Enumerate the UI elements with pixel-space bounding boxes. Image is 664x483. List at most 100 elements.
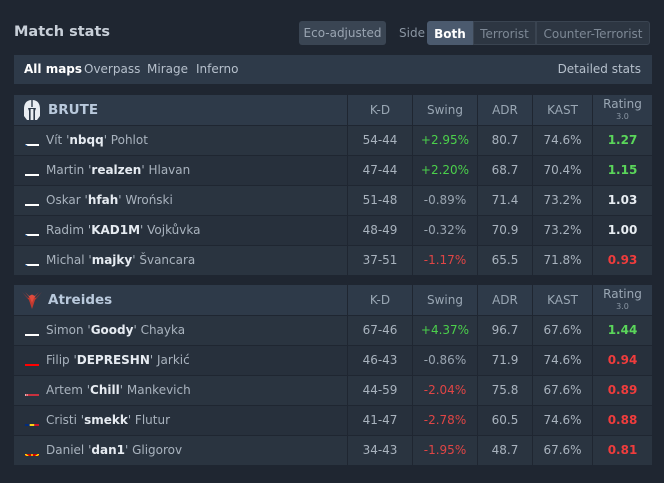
- col-kast-header[interactable]: KAST: [532, 95, 592, 125]
- swing-value: +4.37%: [412, 316, 477, 345]
- rating-version: 3.0: [616, 112, 629, 121]
- adr-value: 48.7: [477, 436, 532, 465]
- adr-value: 71.4: [477, 186, 532, 215]
- player-name-cell[interactable]: Simon 'Goody' Chayka: [14, 316, 347, 345]
- adr-value: 65.5: [477, 246, 532, 275]
- adr-value: 71.9: [477, 346, 532, 375]
- atreides-bird-icon: [22, 292, 42, 309]
- kast-value: 67.6%: [532, 376, 592, 405]
- player-name[interactable]: Oskar 'hfah' Wroński: [46, 186, 173, 215]
- detailed-stats-link[interactable]: Detailed stats: [557, 62, 641, 76]
- kd-value: 47-44: [347, 156, 412, 185]
- player-name[interactable]: Radim 'KAD1M' Vojkůvka: [46, 216, 200, 245]
- player-name[interactable]: Vít 'nbqq' Pohlot: [46, 126, 148, 155]
- player-row[interactable]: Filip 'DEPRESHN' Jarkić 46-43 -0.86% 71.9 74…: [14, 345, 652, 375]
- player-name-cell[interactable]: Daniel 'dan1' Gligorov: [14, 436, 347, 465]
- col-swing-header[interactable]: Swing: [412, 285, 477, 315]
- player-row[interactable]: Cristi 'smekk' Flutur 41-47 -2.78% 60.5 74.6…: [14, 405, 652, 435]
- player-last-name: ' Švancara: [132, 253, 196, 267]
- spartan-helmet-icon: [24, 100, 40, 120]
- map-tab-all-maps[interactable]: All maps: [24, 62, 83, 76]
- swing-value: +2.20%: [412, 156, 477, 185]
- player-row[interactable]: Vít 'nbqq' Pohlot 54-44 +2.95% 80.7 74.6% 1.2…: [14, 125, 652, 155]
- kd-value: 41-47: [347, 406, 412, 435]
- map-tab-mirage[interactable]: Mirage: [147, 62, 188, 76]
- player-name[interactable]: Simon 'Goody' Chayka: [46, 316, 185, 345]
- col-adr-header[interactable]: ADR: [477, 285, 532, 315]
- rating-value: 0.81: [592, 436, 652, 465]
- flag-hr-icon: [25, 356, 39, 366]
- map-tab-overpass[interactable]: Overpass: [84, 62, 141, 76]
- rating-value: 1.44: [592, 316, 652, 345]
- col-adr-header[interactable]: ADR: [477, 95, 532, 125]
- player-last-name: ' Jarkić: [149, 353, 190, 367]
- player-first-name: Artem ': [46, 383, 91, 397]
- player-last-name: ' Pohlot: [103, 133, 148, 147]
- player-name-cell[interactable]: Cristi 'smekk' Flutur: [14, 406, 347, 435]
- flag-by-icon: [25, 386, 39, 396]
- rating-value: 0.88: [592, 406, 652, 435]
- map-tab-inferno[interactable]: Inferno: [196, 62, 239, 76]
- col-swing-header[interactable]: Swing: [412, 95, 477, 125]
- player-row[interactable]: Michal 'majky' Švancara 37-51 -1.17% 65.5 71…: [14, 245, 652, 275]
- player-nickname: Goody: [90, 323, 134, 337]
- side-counter-terrorist-button[interactable]: Counter-Terrorist: [536, 21, 650, 45]
- col-kd-header[interactable]: K-D: [347, 95, 412, 125]
- player-last-name: ' Mankevich: [119, 383, 191, 397]
- page-title: Match stats: [14, 24, 111, 40]
- player-name-cell[interactable]: Martin 'realzen' Hlavan: [14, 156, 347, 185]
- adr-value: 96.7: [477, 316, 532, 345]
- team-name[interactable]: BRUTE: [48, 102, 99, 118]
- swing-value: -0.86%: [412, 346, 477, 375]
- swing-value: -2.78%: [412, 406, 477, 435]
- player-row[interactable]: Daniel 'dan1' Gligorov 34-43 -1.95% 48.7 67.…: [14, 435, 652, 465]
- adr-value: 75.8: [477, 376, 532, 405]
- col-rating-header[interactable]: Rating 3.0: [592, 285, 652, 315]
- player-nickname: nbqq: [69, 133, 104, 147]
- player-row[interactable]: Radim 'KAD1M' Vojkůvka 48-49 -0.32% 70.9 73.…: [14, 215, 652, 245]
- player-name-cell[interactable]: Michal 'majky' Švancara: [14, 246, 347, 275]
- rating-version: 3.0: [616, 302, 629, 311]
- adr-value: 68.7: [477, 156, 532, 185]
- player-name[interactable]: Artem 'Chill' Mankevich: [46, 376, 191, 405]
- player-rows: Simon 'Goody' Chayka 67-46 +4.37% 96.7 67.6%…: [14, 315, 652, 465]
- player-first-name: Oskar ': [46, 193, 88, 207]
- player-row[interactable]: Artem 'Chill' Mankevich 44-59 -2.04% 75.8 67…: [14, 375, 652, 405]
- rating-value: 1.00: [592, 216, 652, 245]
- col-kd-header[interactable]: K-D: [347, 285, 412, 315]
- side-terrorist-button[interactable]: Terrorist: [473, 21, 536, 45]
- player-row[interactable]: Simon 'Goody' Chayka 67-46 +4.37% 96.7 67.6%…: [14, 315, 652, 345]
- player-name-cell[interactable]: Vít 'nbqq' Pohlot: [14, 126, 347, 155]
- flag-sk-icon: [25, 166, 39, 176]
- player-row[interactable]: Oskar 'hfah' Wroński 51-48 -0.89% 71.4 73.2%…: [14, 185, 652, 215]
- kast-value: 74.6%: [532, 126, 592, 155]
- side-both-button[interactable]: Both: [427, 21, 473, 45]
- col-kast-header[interactable]: KAST: [532, 285, 592, 315]
- player-name-cell[interactable]: Radim 'KAD1M' Vojkůvka: [14, 216, 347, 245]
- player-name-cell[interactable]: Oskar 'hfah' Wroński: [14, 186, 347, 215]
- player-name-cell[interactable]: Filip 'DEPRESHN' Jarkić: [14, 346, 347, 375]
- player-first-name: Michal ': [46, 253, 92, 267]
- team-header: Atreides K-D Swing ADR KAST Rating 3.0: [14, 285, 652, 315]
- kast-value: 71.8%: [532, 246, 592, 275]
- player-nickname: DEPRESHN: [76, 353, 150, 367]
- player-nickname: realzen: [91, 163, 142, 177]
- player-name[interactable]: Michal 'majky' Švancara: [46, 246, 195, 275]
- kd-value: 37-51: [347, 246, 412, 275]
- eco-adjusted-toggle[interactable]: Eco-adjusted: [299, 21, 386, 45]
- rating-value: 0.89: [592, 376, 652, 405]
- team-name[interactable]: Atreides: [48, 292, 113, 308]
- col-rating-header[interactable]: Rating 3.0: [592, 95, 652, 125]
- player-name[interactable]: Cristi 'smekk' Flutur: [46, 406, 170, 435]
- player-name[interactable]: Filip 'DEPRESHN' Jarkić: [46, 346, 190, 375]
- flag-pl-icon: [25, 196, 39, 206]
- player-row[interactable]: Martin 'realzen' Hlavan 47-44 +2.20% 68.7 70…: [14, 155, 652, 185]
- team-header: BRUTE K-D Swing ADR KAST Rating 3.0: [14, 95, 652, 125]
- player-name[interactable]: Daniel 'dan1' Gligorov: [46, 436, 182, 465]
- kd-value: 34-43: [347, 436, 412, 465]
- player-name-cell[interactable]: Artem 'Chill' Mankevich: [14, 376, 347, 405]
- map-filter-bar: All maps Overpass Mirage Inferno Detaile…: [14, 55, 652, 84]
- flag-ru-icon: [25, 326, 39, 336]
- player-name[interactable]: Martin 'realzen' Hlavan: [46, 156, 190, 185]
- player-first-name: Cristi ': [46, 413, 85, 427]
